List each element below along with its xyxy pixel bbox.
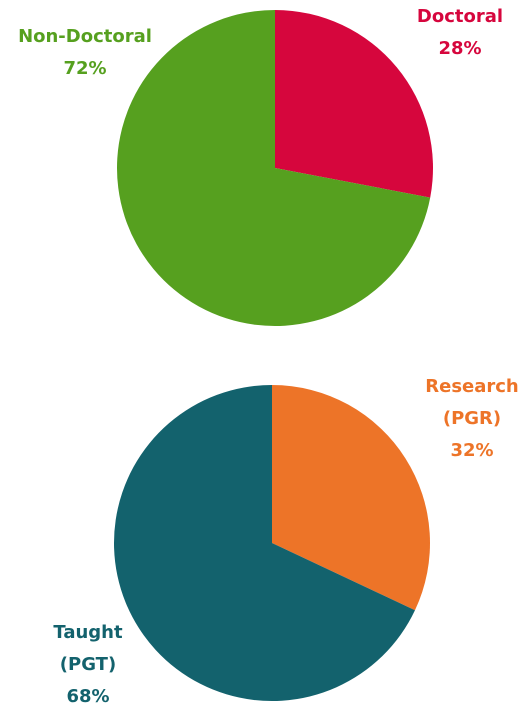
pie-slice	[272, 385, 431, 611]
category-label: Research (PGR)	[425, 376, 519, 429]
slice-label: Non-Doctoral 72%	[0, 21, 170, 85]
slice-label: Doctoral 28%	[380, 1, 526, 65]
slice-label: Research (PGR) 32%	[422, 371, 522, 467]
value-label: 28%	[438, 38, 482, 59]
category-label: Non-Doctoral	[18, 26, 152, 47]
value-label: 32%	[450, 440, 494, 461]
pie-slice	[275, 10, 433, 198]
slice-label: Taught (PGT) 68%	[48, 617, 128, 713]
pie-slice	[114, 385, 415, 702]
category-label: Doctoral	[416, 6, 504, 27]
category-label: Taught (PGT)	[53, 622, 123, 675]
pie-slice	[116, 10, 431, 326]
value-label: 68%	[66, 686, 110, 707]
value-label: 72%	[63, 58, 107, 79]
